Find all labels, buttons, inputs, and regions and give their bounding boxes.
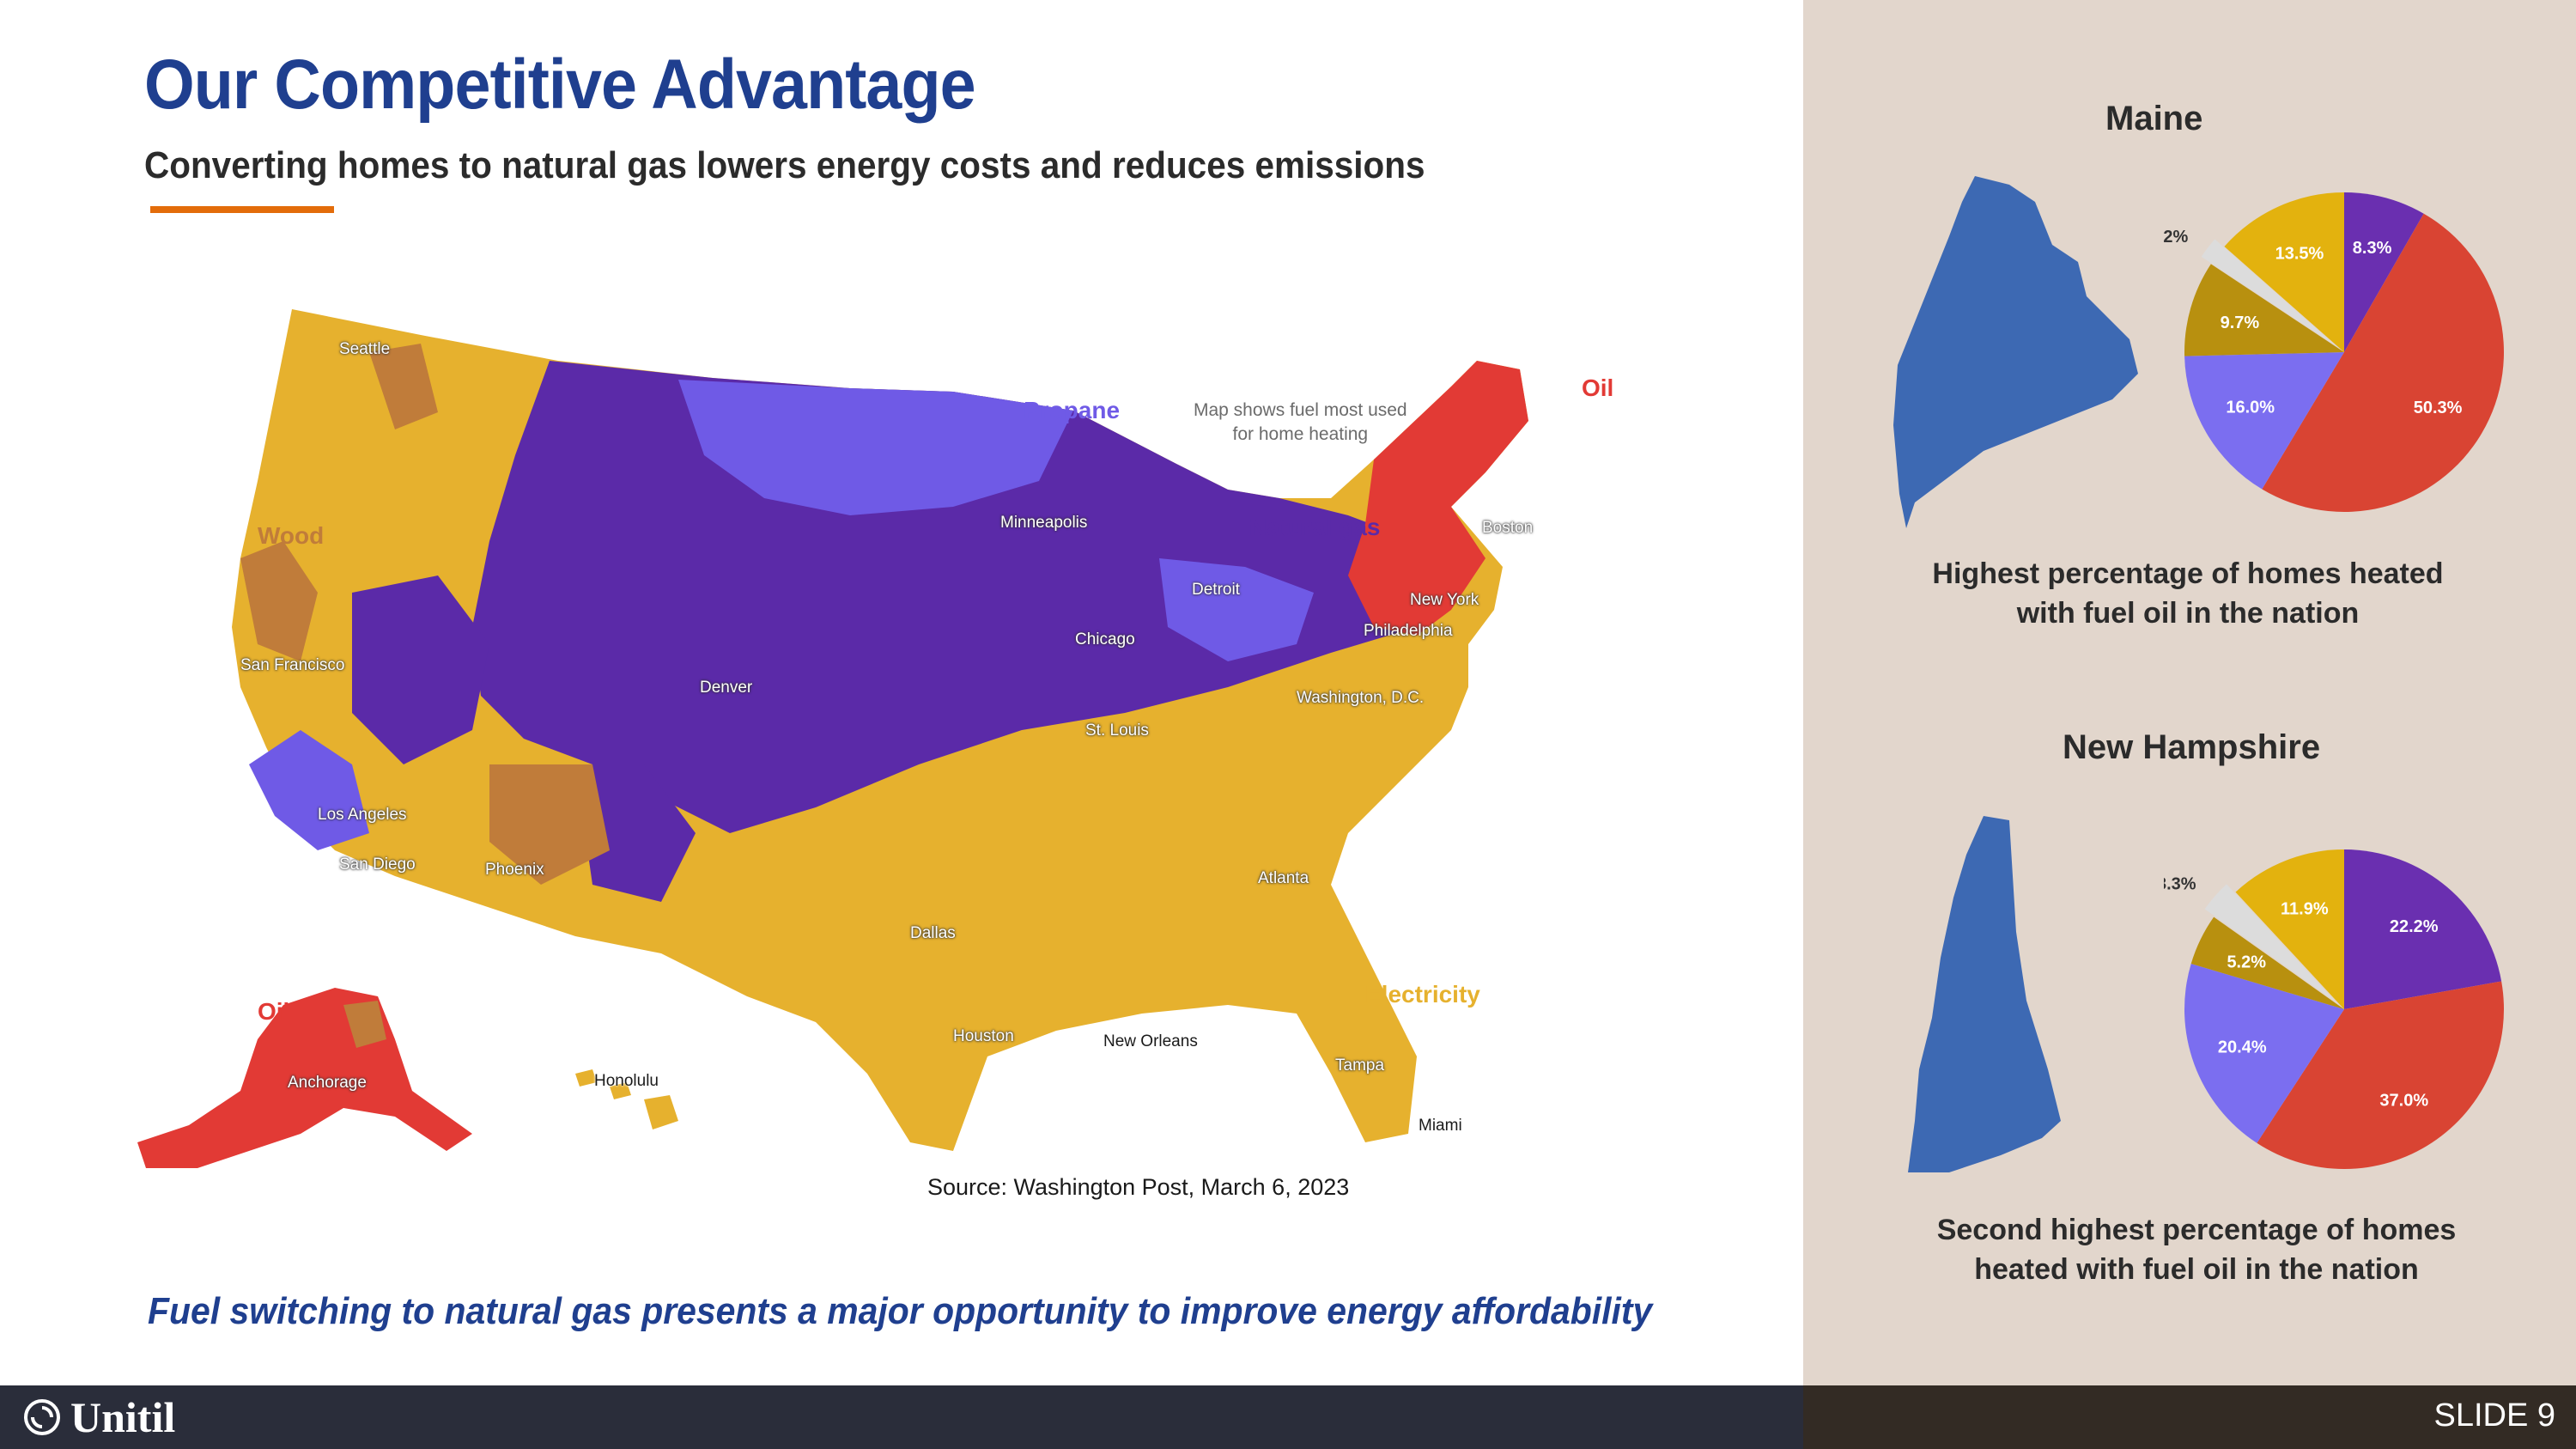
city-label: Washington, D.C. (1297, 689, 1425, 707)
new-hampshire-shape (1908, 816, 2061, 1172)
map-note: Map shows fuel most used for home heatin… (1194, 399, 1407, 447)
pie-slice (2184, 352, 2344, 490)
city-label: Seattle (339, 340, 391, 358)
city-label: Denver (700, 679, 753, 697)
propane-region-west (249, 730, 369, 850)
pie-slice-label: 5.2% (2227, 953, 2266, 972)
maine-shape (1893, 176, 2138, 528)
map-note-line1: Map shows fuel most used (1194, 400, 1407, 420)
pie-slice (2344, 192, 2424, 352)
fuel-label-oil-alaska: Oil (258, 998, 290, 1025)
city-label: Detroit (1192, 581, 1240, 599)
pie-slice (2201, 239, 2335, 345)
pie-slice-label: 3.3% (2164, 875, 2196, 894)
city-label: New York (1410, 591, 1479, 609)
pie-slice (2190, 916, 2344, 1009)
pie-slice (2262, 213, 2504, 512)
wood-region-southwest (489, 764, 610, 885)
maine-caption-line2: with fuel oil in the nation (2016, 596, 2360, 630)
source-citation: Source: Washington Post, March 6, 2023 (927, 1174, 1350, 1200)
footer-right-block (1803, 1385, 2576, 1449)
pie-slice-label: 13.5% (2275, 245, 2324, 264)
city-label: Atlanta (1258, 869, 1309, 887)
pie-slice-label: 11.9% (2281, 899, 2329, 918)
pie-slice (2235, 849, 2344, 1009)
city-label: Philadelphia (1364, 622, 1453, 640)
new-hampshire-caption-line1: Second highest percentage of homes (1936, 1214, 2457, 1246)
fuel-label-wood: Wood (258, 522, 325, 549)
propane-region-east (1159, 558, 1314, 661)
pie-slice (2184, 963, 2344, 1143)
city-label: San Francisco (240, 656, 345, 674)
accent-bar (150, 206, 334, 213)
hawaii-islands (575, 1069, 678, 1129)
new-hampshire-title: New Hampshire (2063, 728, 2321, 766)
city-label: Tampa (1335, 1056, 1385, 1075)
slide-number: SLIDE 9 (2433, 1397, 2555, 1434)
city-label: Houston (953, 1027, 1014, 1045)
slide-title: Our Competitive Advantage (144, 46, 976, 124)
map-note-line2: for home heating (1232, 424, 1369, 445)
fuel-label-electricity: Electricity (1365, 981, 1480, 1008)
new-hampshire-pie-chart: 22.2% 37.0% 20.4% 5.2% 3.3% 11.9% (2164, 849, 2504, 1169)
slide-subtitle: Converting homes to natural gas lowers e… (144, 144, 1425, 186)
pie-slice-label: 16.0% (2226, 399, 2275, 417)
pie-slice-label: 8.3% (2353, 239, 2392, 258)
propane-region-north (678, 380, 1073, 515)
wood-region-pacific (240, 541, 318, 661)
city-label: Dallas (910, 924, 956, 942)
natural-gas-southwest (575, 764, 696, 902)
logo-text: Unitil (70, 1393, 176, 1441)
pie-slice-label: 20.4% (2218, 1038, 2267, 1057)
pie-slice (2204, 884, 2336, 1002)
city-label: St. Louis (1085, 721, 1149, 740)
city-label: Anchorage (288, 1074, 367, 1092)
city-label: Miami (1419, 1117, 1462, 1135)
wood-region-nw (369, 344, 438, 429)
pie-slice-label: 9.7% (2221, 314, 2260, 332)
maine-caption-line1: Highest percentage of homes heated (1932, 557, 2444, 590)
pie-slice (2257, 981, 2504, 1169)
natural-gas-region (472, 361, 1451, 833)
new-hampshire-caption: Second highest percentage of homes heate… (1922, 1211, 2471, 1290)
new-hampshire-caption-line2: heated with fuel oil in the nation (1974, 1252, 2419, 1286)
city-label: Phoenix (485, 861, 544, 879)
city-label: Chicago (1075, 630, 1135, 648)
maine-pie-chart: 8.3% 50.3% 16.0% 9.7% 2.2% 13.5% (2164, 192, 2504, 512)
maine-title: Maine (2105, 100, 2203, 137)
pie-slice (2224, 192, 2344, 352)
maine-caption: Highest percentage of homes heated with … (1913, 555, 2463, 634)
city-label: Boston (1482, 519, 1534, 537)
unitil-swirl-icon (24, 1399, 60, 1435)
pie-slice (2184, 264, 2344, 356)
natural-gas-west (352, 575, 489, 764)
city-label: Honolulu (594, 1072, 659, 1090)
footer-bar: Unitil SLIDE 9 (0, 1385, 2576, 1449)
state-comparison-panel: Maine 8.3% 50.3% 16.0% 9.7% 2.2% 13.5% Highes… (1803, 0, 2576, 1385)
city-label: Los Angeles (318, 806, 407, 824)
city-label: New Orleans (1103, 1032, 1198, 1050)
pie-slice-label: 50.3% (2414, 399, 2463, 417)
us-heating-fuel-map: Propane Natural gas Oil Wood Electricity… (112, 283, 1649, 1194)
alaska-shape (137, 988, 472, 1168)
city-label: San Diego (339, 855, 416, 874)
city-label: Minneapolis (1000, 514, 1088, 532)
us-map-graphic (137, 309, 1528, 1168)
fuel-label-natural-gas: Natural gas (1249, 514, 1381, 540)
fuel-label-propane: Propane (1024, 397, 1121, 423)
oil-region-northeast (1348, 361, 1528, 636)
unitil-logo: Unitil (22, 1393, 176, 1441)
pie-slice-label: 37.0% (2379, 1091, 2428, 1110)
fuel-label-oil: Oil (1582, 374, 1614, 401)
tagline: Fuel switching to natural gas presents a… (148, 1290, 1653, 1332)
pie-slice-label: 22.2% (2390, 917, 2439, 936)
pie-slice (2344, 849, 2502, 1009)
alaska-wood-patch (343, 1001, 386, 1048)
pie-slice-label: 2.2% (2164, 228, 2188, 247)
